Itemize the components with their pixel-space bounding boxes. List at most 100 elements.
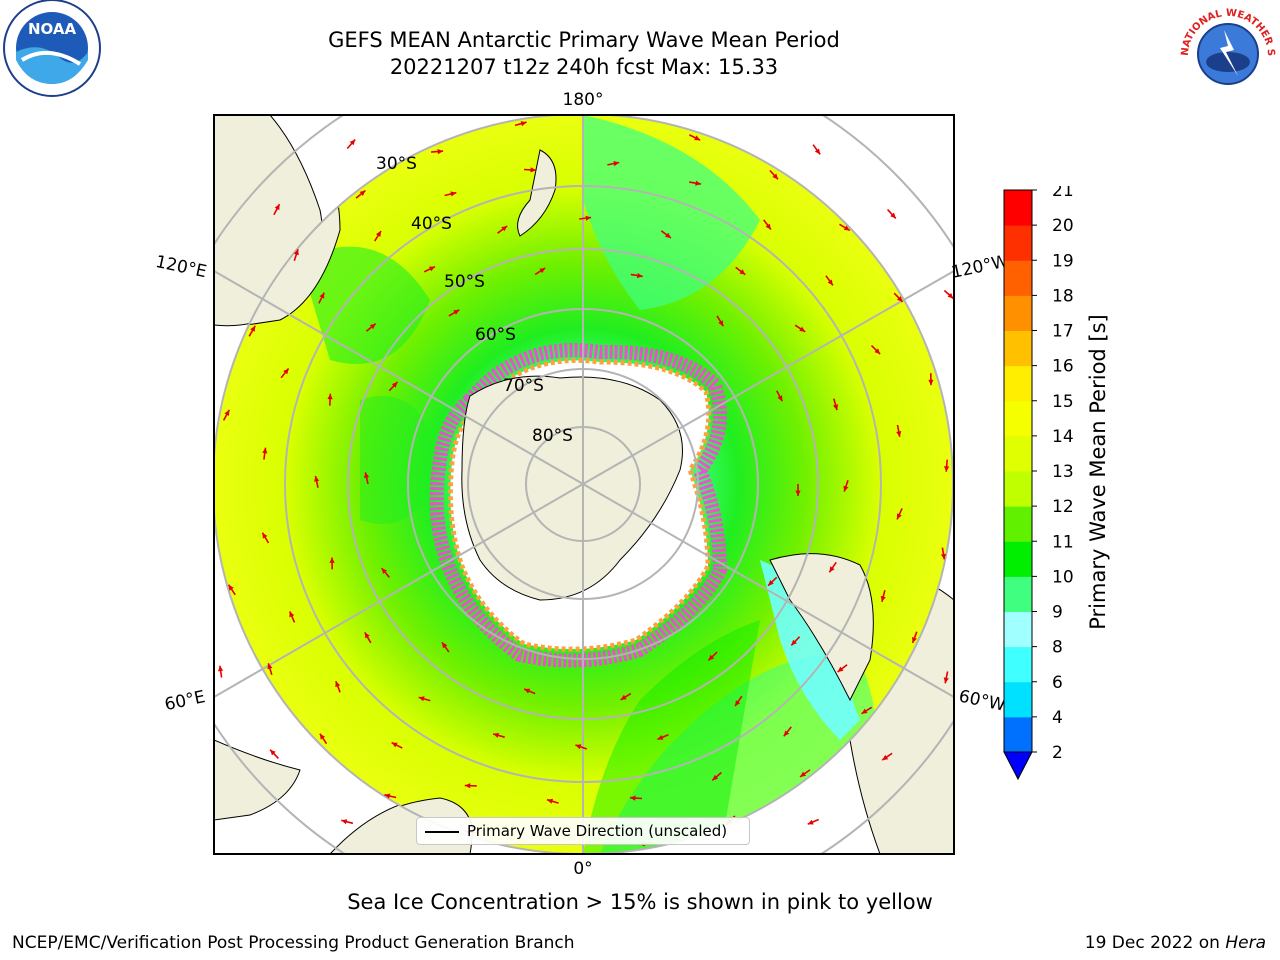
- footer-date-text: 19 Dec 2022 on: [1084, 933, 1220, 953]
- wave-arrow-head: [890, 212, 896, 219]
- wave-arrow-head: [524, 688, 531, 694]
- latitude-label-70s: 70°S: [503, 376, 544, 396]
- polar-map: 180° 0° 120°E 120°W 60°E 60°W 30°S 40°S …: [154, 90, 1011, 879]
- wave-arrow-head: [319, 292, 325, 299]
- wave-arrow-head: [777, 395, 783, 402]
- wave-arrow-head: [267, 663, 273, 670]
- latitude-label-50s: 50°S: [444, 272, 485, 292]
- latitude-label-40s: 40°S: [411, 214, 452, 234]
- wave-arrow-head: [657, 735, 664, 740]
- colorbar-tick-label: 19: [1052, 251, 1074, 271]
- wave-arrow-head: [791, 639, 797, 646]
- latitude-label-60s: 60°S: [475, 325, 516, 345]
- wave-arrow-head: [843, 485, 849, 492]
- noaa-logo-text: NOAA: [28, 20, 77, 38]
- wave-arrow-head: [630, 795, 636, 801]
- wave-arrow-head: [861, 708, 868, 714]
- colorbar-cell: [1004, 471, 1032, 507]
- wave-arrow-head: [376, 231, 381, 237]
- wave-arrow-head: [827, 279, 833, 286]
- wave-arrow-head: [940, 553, 946, 560]
- legend-label: Primary Wave Direction (unscaled): [467, 822, 728, 840]
- colorbar-tick-label: 14: [1052, 427, 1074, 447]
- wave-arrow-head: [384, 793, 391, 799]
- wave-arrow-head: [620, 694, 627, 700]
- colorbar-tick-label: 11: [1052, 532, 1074, 552]
- colorbar-tick-label: 21: [1052, 186, 1074, 201]
- wave-arrow-head: [772, 173, 778, 180]
- meridian-label-60e: 60°E: [163, 687, 207, 715]
- wave-arrow-head: [874, 348, 881, 354]
- colorbar-tick-label: 20: [1052, 216, 1074, 236]
- colorbar-cell: [1004, 330, 1032, 367]
- wave-arrow-head: [314, 476, 320, 482]
- wave-arrow-head: [228, 584, 234, 591]
- wave-arrow-head: [429, 266, 435, 272]
- colorbar-tick-label: 6: [1052, 673, 1063, 693]
- wave-arrow-head: [768, 580, 774, 586]
- colorbar-tick-label: 8: [1052, 638, 1063, 658]
- meridian-label-120e: 120°E: [154, 252, 209, 282]
- wave-arrow-head: [694, 135, 701, 141]
- map-legend: Primary Wave Direction (unscaled): [416, 817, 750, 845]
- wave-arrow-head: [539, 268, 546, 274]
- wave-arrow-head: [912, 637, 917, 643]
- wave-arrow-head: [224, 409, 230, 416]
- wave-arrow-head: [712, 774, 719, 781]
- colorbar-cell: [1004, 295, 1032, 331]
- colorbar-cell: [1004, 681, 1032, 718]
- wave-arrow-head: [520, 121, 527, 127]
- wave-arrow-head: [453, 309, 460, 315]
- wave-arrow-head: [501, 226, 508, 232]
- colorbar-cell: [1004, 506, 1032, 542]
- meridian-label-0: 0°: [573, 859, 592, 879]
- wave-arrow-head: [464, 783, 471, 789]
- wave-arrow-head: [807, 819, 814, 825]
- colorbar-cell: [1004, 541, 1032, 577]
- map-frame: [213, 114, 955, 855]
- wave-arrow-head: [442, 642, 448, 649]
- wave-arrow-head: [262, 532, 268, 539]
- wave-arrow-head: [943, 677, 949, 684]
- colorbar-tick-label: 10: [1052, 567, 1074, 587]
- wave-arrow-head: [289, 611, 295, 618]
- wave-arrow-head: [369, 323, 376, 330]
- wave-arrow-head: [739, 269, 746, 275]
- wave-arrow-head: [765, 223, 771, 230]
- wave-arrow-head: [364, 472, 370, 479]
- wave-arrow-head: [283, 368, 289, 375]
- wave-arrow-head: [341, 819, 348, 825]
- wave-arrow-head: [799, 326, 806, 332]
- wave-arrow-head: [897, 513, 902, 520]
- wave-arrow-head: [896, 431, 902, 437]
- colorbar-tick-label: 13: [1052, 462, 1074, 482]
- colorbar-cell: [1004, 646, 1032, 683]
- wave-arrow-head: [381, 568, 388, 574]
- colorbar: 2 4 6 8 9 10 11 12 13 14 15 16 17 18 19 20 21: [1003, 186, 1074, 781]
- footer-date: 19 Dec 2022 on Hera: [1085, 933, 1266, 953]
- wave-arrow-head: [274, 204, 280, 211]
- wave-arrow-head: [349, 139, 356, 146]
- wave-arrow-head: [293, 249, 299, 256]
- colorbar-cell: [1004, 400, 1032, 437]
- wave-arrow-head: [450, 191, 457, 197]
- colorbar-tick-label: 17: [1052, 322, 1074, 342]
- chart-subtitle-run: 20221207 t12z 240h fcst Max: 15.33: [389, 55, 779, 79]
- wave-arrow-head: [391, 381, 398, 388]
- wave-arrow-head: [944, 466, 950, 472]
- wave-arrow-head: [928, 379, 934, 386]
- wave-arrow-head: [882, 754, 889, 761]
- colorbar-cell: [1004, 435, 1032, 472]
- wave-arrow-head: [575, 744, 582, 750]
- colorbar-cell: [1004, 225, 1032, 261]
- wave-arrow-head: [718, 320, 724, 327]
- wave-arrow-head: [364, 632, 370, 639]
- meridian-label-180: 180°: [563, 90, 604, 110]
- wave-arrow-head: [359, 190, 366, 196]
- wave-arrow-head: [613, 161, 620, 167]
- wave-arrow-head: [636, 273, 643, 279]
- wave-arrow-head: [218, 665, 224, 672]
- wave-arrow-head: [585, 215, 592, 221]
- wave-arrow-head: [829, 566, 835, 573]
- colorbar-tick-label: 18: [1052, 286, 1074, 306]
